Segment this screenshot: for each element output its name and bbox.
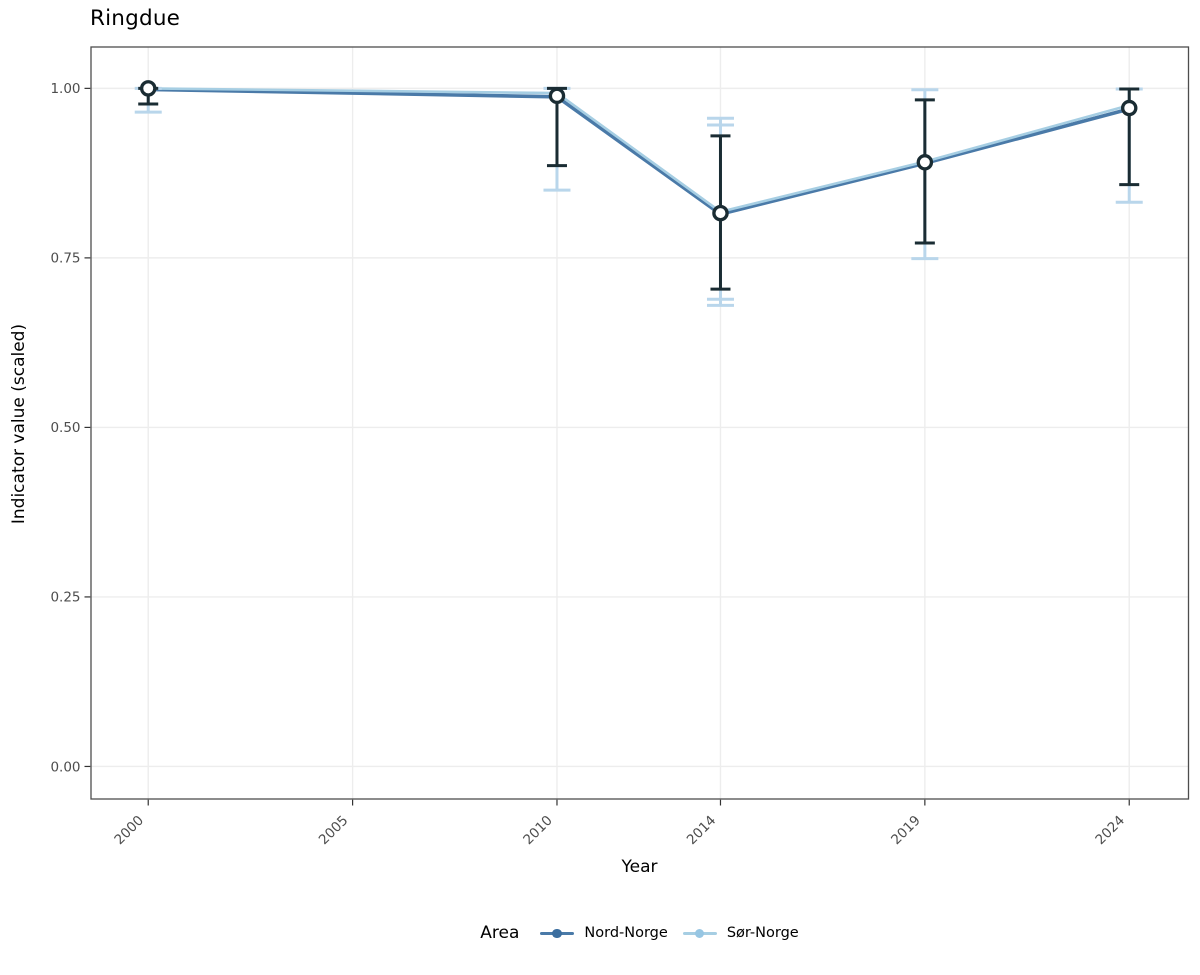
key-dot [552, 928, 562, 938]
axis-ticks [84, 87, 1130, 806]
y-tick-label: 0.25 [50, 590, 80, 606]
line-dot-key-icon [540, 927, 575, 940]
x-tick-label: 2024 [1092, 813, 1128, 849]
legend-label: Nord-Norge [584, 925, 668, 941]
x-tick-label: 2010 [520, 813, 556, 849]
panel-border [90, 46, 1190, 800]
y-tick-label: 1.00 [50, 81, 80, 97]
legend-item-sor-norge: Sør-Norge [682, 925, 799, 941]
chart-title: Ringdue [90, 6, 181, 31]
data-point-marker [712, 204, 729, 222]
legend-label: Sør-Norge [726, 925, 799, 941]
data-point-marker [916, 154, 934, 171]
data-point-marker [139, 80, 157, 97]
y-tick-label: 0.75 [50, 251, 80, 267]
points-Nord-Norge [139, 80, 1138, 222]
x-axis-title: Year [621, 857, 658, 877]
legend-title: Area [480, 923, 520, 943]
line-dot-key-icon [682, 927, 717, 940]
x-tick-label: 2014 [684, 813, 720, 849]
x-tick-label: 2019 [888, 813, 924, 849]
legend-item-nord-norge: Nord-Norge [540, 925, 668, 941]
data-point-marker [1120, 99, 1138, 117]
plot-panel [91, 47, 1189, 799]
key-dot [694, 928, 705, 938]
x-tick-label: 2005 [316, 813, 352, 849]
legend: Area Nord-Norge Sør-Norge [0, 916, 1200, 950]
y-tick-label: 0.00 [50, 759, 80, 775]
data-point-marker [548, 87, 566, 105]
y-tick-label: 0.50 [50, 420, 80, 436]
x-tick-label: 2000 [111, 813, 147, 849]
y-axis-title: Indicator value (scaled) [9, 323, 29, 525]
